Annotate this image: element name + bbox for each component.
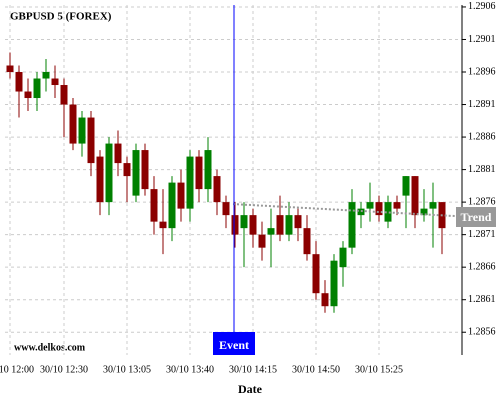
trend-box <box>456 207 496 227</box>
x-tick-label: 30/10 12:00 <box>0 364 34 375</box>
candle-body <box>168 182 176 229</box>
candle-body <box>132 150 140 196</box>
y-tick-label: 1.2901 <box>468 34 496 45</box>
candle-body <box>294 215 302 229</box>
candle-body <box>69 104 77 144</box>
candle-body <box>303 228 311 255</box>
candle-body <box>141 150 149 190</box>
candle-body <box>393 202 401 209</box>
y-tick-label: 1.2906 <box>468 1 496 12</box>
y-tick-label: 1.2876 <box>468 196 496 207</box>
candle-body <box>402 176 410 196</box>
candle-body <box>213 176 221 203</box>
y-tick-label: 1.2891 <box>468 99 496 110</box>
candle-body <box>150 189 158 222</box>
candle-body <box>159 221 167 229</box>
candle-body <box>87 117 95 164</box>
candle-body <box>411 176 419 216</box>
candle-body <box>321 293 329 307</box>
event-box <box>213 332 255 355</box>
x-tick-label: 30/10 13:05 <box>103 364 151 375</box>
candle-body <box>78 117 86 144</box>
candle-body <box>384 202 392 222</box>
candle-body <box>276 215 284 235</box>
candle-body <box>96 156 104 203</box>
candle-body <box>285 215 293 235</box>
x-tick-label: 30/10 14:15 <box>229 364 277 375</box>
candle-body <box>15 72 23 92</box>
candle-body <box>114 143 122 164</box>
y-tick-label: 1.2866 <box>468 261 496 272</box>
trend-label: Trend <box>461 210 492 224</box>
x-tick-label: 30/10 13:40 <box>166 364 214 375</box>
candle-body <box>339 247 347 268</box>
candle-body <box>105 143 113 203</box>
y-tick-label: 1.2871 <box>468 229 496 240</box>
candle-body <box>123 163 131 177</box>
candle-body <box>312 254 320 294</box>
candle-body <box>177 182 185 209</box>
candle-body <box>24 91 32 99</box>
chart-title: GBPUSD 5 (FOREX) <box>10 11 112 23</box>
candle-body <box>42 72 50 79</box>
x-axis-label: Date <box>238 382 263 396</box>
y-tick-label: 1.2896 <box>468 66 496 77</box>
candle-body <box>204 150 212 190</box>
candle-body <box>348 202 356 248</box>
x-tick-label: 30/10 15:25 <box>355 364 403 375</box>
y-tick-label: 1.2861 <box>468 294 496 305</box>
candle-body <box>33 78 41 99</box>
candle-body <box>195 156 203 190</box>
candle-body <box>186 156 194 209</box>
candle-body <box>330 260 338 307</box>
x-tick-label: 30/10 12:30 <box>40 364 88 375</box>
candle-body <box>249 215 257 235</box>
candle-body <box>51 78 59 86</box>
candle-body <box>60 85 68 105</box>
event-label: Event <box>219 338 249 352</box>
x-tick-label: 30/10 14:50 <box>292 364 340 375</box>
candle-body <box>258 234 266 248</box>
candle-body <box>420 208 428 216</box>
candle-body <box>375 202 383 216</box>
candle-body <box>231 215 239 235</box>
candle-body <box>429 202 437 209</box>
candle-body <box>267 228 275 235</box>
y-tick-label: 1.2886 <box>468 131 496 142</box>
candle-body <box>240 215 248 229</box>
candle-body <box>222 202 230 216</box>
watermark: www.delkos.com <box>14 342 86 353</box>
y-tick-label: 1.2856 <box>468 327 496 338</box>
candle-body <box>366 202 374 209</box>
y-tick-label: 1.2881 <box>468 164 496 175</box>
candle-body <box>6 65 14 73</box>
